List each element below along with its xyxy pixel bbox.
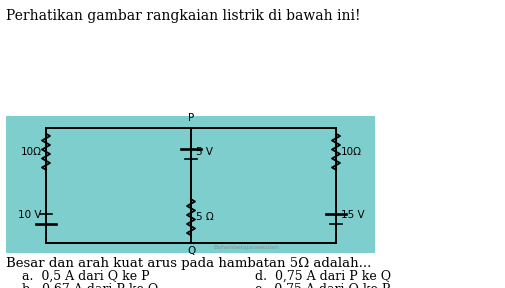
Text: Bahanbelajarsekolah: Bahanbelajarsekolah [213, 245, 279, 250]
Text: a.  0,5 A dari Q ke P: a. 0,5 A dari Q ke P [22, 270, 149, 283]
Text: 10Ω: 10Ω [341, 147, 362, 157]
Text: 10Ω: 10Ω [21, 147, 42, 157]
Text: P: P [188, 113, 194, 123]
Text: 10 V: 10 V [19, 210, 42, 220]
Text: Q: Q [187, 246, 195, 256]
Text: 5 V: 5 V [196, 147, 213, 157]
Bar [6, 116, 375, 253]
Text: b.  0,67 A dari P ke Q: b. 0,67 A dari P ke Q [22, 283, 158, 288]
Text: Perhatikan gambar rangkaian listrik di bawah ini!: Perhatikan gambar rangkaian listrik di b… [6, 9, 361, 23]
Text: Besar dan arah kuat arus pada hambatan 5Ω adalah...: Besar dan arah kuat arus pada hambatan 5… [6, 257, 371, 270]
Text: d.  0,75 A dari P ke Q: d. 0,75 A dari P ke Q [255, 270, 391, 283]
Text: 5 Ω: 5 Ω [196, 212, 214, 222]
Text: 15 V: 15 V [341, 210, 365, 220]
Text: e.  0,75 A dari Q ke P: e. 0,75 A dari Q ke P [255, 283, 390, 288]
